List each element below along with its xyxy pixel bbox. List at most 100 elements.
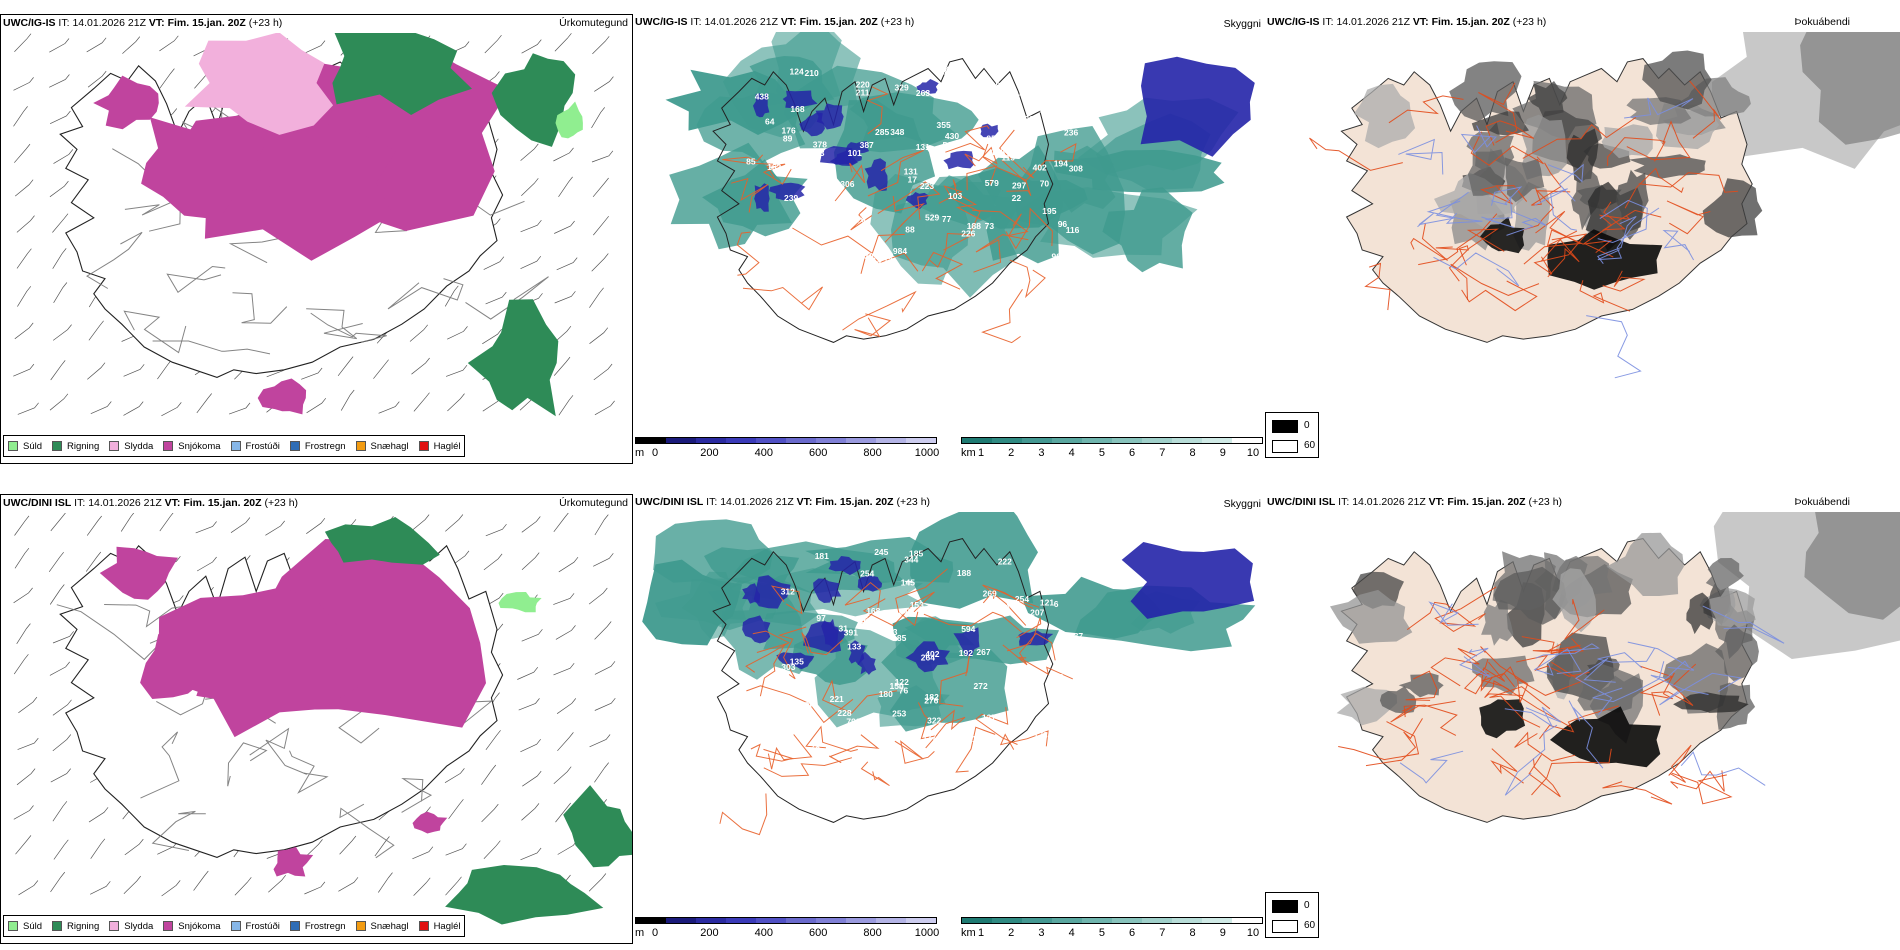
legend-item-0: Súld	[8, 921, 42, 932]
colorbar-tick: 6	[1129, 927, 1136, 939]
visibility-value-label: 119	[1001, 153, 1015, 163]
visibility-value-label: 162	[767, 162, 781, 172]
visibility-value-label: 226	[1051, 706, 1065, 716]
visibility-value-label: 579	[985, 178, 999, 188]
visibility-value-label: 311	[1018, 671, 1032, 681]
panel-header: UWC/DINI ISL IT: 14.01.2026 21Z VT: Fim.…	[1267, 496, 1563, 508]
colorbar-unit: m	[635, 927, 645, 939]
visibility-value-label: 131	[829, 262, 843, 272]
precip-type-legend: Súld Rigning Slydda Snjókoma Frostúði Frostre…	[3, 435, 465, 457]
visibility-value-label: 116	[1066, 225, 1080, 235]
colorbar-tick: 600	[809, 447, 828, 459]
visibility-value-label: 96	[1058, 219, 1068, 229]
colorbar-cell	[876, 918, 906, 923]
colorbar-cell	[816, 438, 846, 443]
colorbar-cell	[1172, 918, 1202, 923]
visibility-value-label: 174	[935, 65, 949, 75]
colorbar-cell	[1202, 918, 1232, 923]
colorbar-cell	[666, 438, 696, 443]
visibility-value-label: 138	[1024, 80, 1038, 90]
legend-swatch	[8, 441, 18, 451]
legend-swatch	[289, 441, 300, 451]
visibility-value-label: 124	[790, 66, 804, 76]
visibility-value-label: 51	[943, 140, 953, 150]
visibility-value-label: 90	[1052, 251, 1062, 261]
fog-map	[1330, 512, 1900, 823]
precip-type-panel-row2: UWC/DINI ISL IT: 14.01.2026 21Z VT: Fim.…	[0, 494, 633, 944]
visibility-value-label: 210	[775, 155, 789, 165]
legend-label: Haglél	[433, 440, 461, 452]
legend-label: Frostregn	[304, 440, 346, 452]
visibility-value-label: 118	[975, 736, 989, 746]
legend-item-2: Slydda	[109, 921, 153, 932]
visibility-value-label: 108	[795, 700, 809, 710]
visibility-value-label: 276	[851, 214, 865, 224]
visibility-value-label: 104	[972, 734, 986, 744]
colorbar-strip	[961, 917, 1263, 924]
panel-header: UWC/IG-IS IT: 14.01.2026 21Z VT: Fim. 15…	[3, 17, 283, 29]
legend-item-6: Snæhagl	[355, 921, 409, 932]
colorbar-tick: 9	[1219, 927, 1226, 939]
visibility-value-label: 430	[945, 131, 959, 141]
colorbar-tick: 4	[1068, 927, 1075, 939]
visibility-value-label: 89	[783, 134, 793, 144]
panel-title: Úrkomutegund	[559, 17, 628, 29]
visibility-value-label: 392	[1020, 114, 1034, 124]
legend-item-4: Frostúði	[230, 921, 280, 932]
colorbar-tick: 400	[754, 447, 773, 459]
legend-swatch	[418, 441, 429, 451]
colorbar-cell	[1232, 438, 1262, 443]
visibility-value-label: 95	[986, 133, 996, 143]
visibility-value-label: 378	[813, 139, 827, 149]
visibility-value-label: 121	[1040, 598, 1054, 608]
panel-title: Skyggni	[1223, 498, 1261, 510]
legend-swatch	[52, 441, 63, 451]
panel-title: Úrkomutegund	[559, 497, 628, 509]
colorbar-cell	[1112, 918, 1142, 923]
visibility-value-label: 221	[830, 694, 844, 704]
visibility-value-label: 149	[1018, 88, 1032, 98]
visibility-value-label: 168	[866, 606, 880, 616]
visibility-value-label: 254	[1015, 594, 1029, 604]
colorbar-cell	[906, 918, 936, 923]
visibility-value-label: 226	[961, 229, 975, 239]
precip-map	[13, 513, 632, 925]
panel-title: Þokuábendi	[1794, 496, 1850, 508]
visibility-value-label: 64	[765, 116, 775, 126]
legend-label: Snæhagl	[370, 440, 409, 452]
legend-label: Súld	[23, 920, 43, 932]
visibility-value-label: 180	[879, 689, 893, 699]
visibility-value-label: 470	[874, 621, 888, 631]
legend-item-3: Snjókoma	[163, 441, 221, 452]
visibility-value-label: 6	[1054, 599, 1059, 609]
colorbar-tick: 4	[1068, 447, 1075, 459]
visibility-value-label: 118	[1029, 126, 1043, 136]
colorbar-cell	[816, 918, 846, 923]
colorbar-tick: 400	[754, 927, 773, 939]
legend-label: Súld	[23, 440, 43, 452]
fog-panel-row2: UWC/DINI ISL IT: 14.01.2026 21Z VT: Fim.…	[1265, 494, 1900, 944]
legend-item-6: Snæhagl	[355, 440, 409, 452]
colorbar-tick: 8	[1189, 447, 1196, 459]
colorbar-tick: 1	[977, 927, 985, 939]
colorbar-cell	[786, 438, 816, 443]
fog-legend-label: 60	[1304, 920, 1316, 931]
legend-swatch	[109, 921, 120, 931]
visibility-value-label: 438	[755, 91, 769, 101]
colorbar-unit: m	[635, 447, 645, 459]
visibility-value-label: 176	[782, 125, 796, 135]
visibility-value-label: 222	[998, 557, 1012, 567]
visibility-value-label: 355	[937, 120, 951, 130]
visibility-value-label: 211	[856, 88, 870, 98]
visibility-value-label: 213	[879, 256, 893, 266]
colorbar-strip	[635, 437, 937, 444]
colorbar-tick: 2	[1008, 447, 1015, 459]
colorbar-cell	[1232, 918, 1262, 923]
colorbar-unit: km	[961, 927, 976, 939]
visibility-panel-row1: UWC/IG-IS IT: 14.01.2026 21Z VT: Fim. 15…	[633, 14, 1265, 464]
visibility-value-label: 17	[908, 174, 918, 184]
visibility-value-label: 131	[916, 142, 930, 152]
visibility-value-label: 113	[1061, 718, 1075, 728]
visibility-value-label: 114	[982, 97, 996, 107]
fog-legend-swatch	[1272, 920, 1298, 933]
